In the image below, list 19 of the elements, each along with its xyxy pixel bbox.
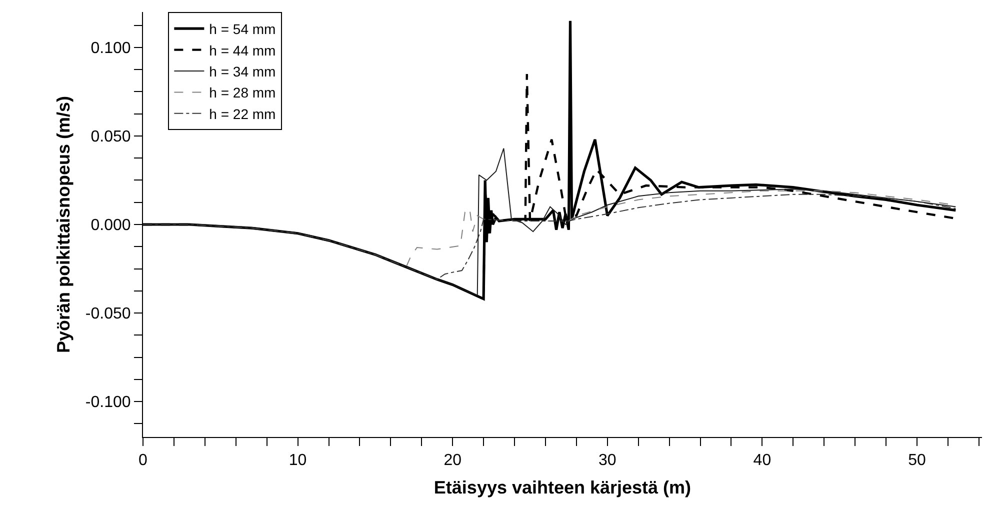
legend-label: h = 54 mm bbox=[209, 21, 276, 38]
y-tick-label: 0.100 bbox=[90, 40, 131, 58]
x-tick-label: 0 bbox=[138, 452, 148, 470]
legend-label: h = 44 mm bbox=[209, 42, 276, 58]
y-tick-label: 0.050 bbox=[90, 128, 131, 146]
x-tick-label: 20 bbox=[444, 452, 462, 470]
x-tick-label: 10 bbox=[288, 452, 307, 470]
y-tick-label: -0.050 bbox=[85, 306, 131, 323]
legend-label: h = 34 mm bbox=[209, 63, 276, 80]
y-tick-label: -0.100 bbox=[85, 394, 131, 412]
x-tick-label: 30 bbox=[598, 452, 616, 470]
x-tick-label: 50 bbox=[908, 452, 926, 470]
x-tick-label: 40 bbox=[753, 452, 772, 470]
y-tick-label: 0.000 bbox=[90, 217, 131, 234]
legend-label: h = 22 mm bbox=[209, 106, 276, 122]
legend-label: h = 28 mm bbox=[209, 84, 276, 101]
x-axis-title: Etäisyys vaihteen kärjestä (m) bbox=[434, 477, 692, 498]
y-axis-title: Pyörän poikittaisnopeus (m/s) bbox=[54, 96, 74, 354]
line-series bbox=[143, 194, 956, 280]
